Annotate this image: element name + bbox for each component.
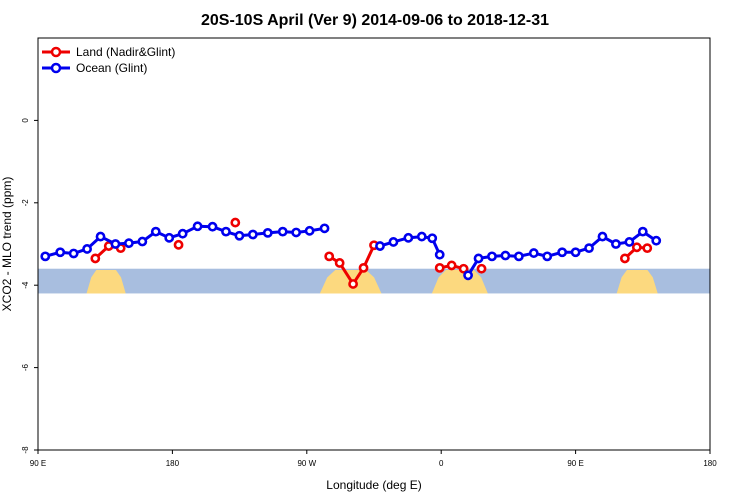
basemap: [38, 268, 710, 294]
data-point-land: [458, 263, 469, 274]
x-tick-label: 180: [703, 459, 717, 468]
data-point-ocean: [137, 236, 148, 247]
data-point-ocean: [55, 247, 66, 258]
data-point-ocean: [164, 232, 175, 243]
data-point-ocean: [95, 231, 106, 242]
map-land-region: [616, 269, 658, 294]
data-point-ocean: [611, 239, 621, 249]
y-tick-label: 0: [21, 118, 30, 123]
chart-title: 20S-10S April (Ver 9) 2014-09-06 to 2018…: [201, 12, 549, 29]
data-point-land: [173, 239, 184, 250]
data-point-ocean: [110, 239, 121, 249]
data-point-land: [348, 279, 358, 289]
data-point-ocean: [40, 251, 51, 262]
y-tick-label: -4: [21, 281, 30, 289]
y-axis-label: XCO2 - MLO trend (ppm): [0, 177, 14, 312]
x-tick-label: 90 E: [567, 459, 583, 468]
data-point-land: [476, 263, 487, 274]
data-point-ocean: [124, 238, 134, 249]
legend-land-marker: [50, 46, 62, 58]
data-point-ocean: [513, 251, 524, 262]
y-tick-label: -6: [21, 363, 30, 371]
map-land-region: [431, 269, 488, 294]
series-layer: [40, 217, 662, 289]
data-point-land: [324, 251, 335, 262]
y-axis: -8 -6 -4 -2 0: [21, 118, 38, 454]
plot-frame: [37, 37, 711, 451]
y-tick-label: -8: [21, 446, 30, 454]
data-point-ocean: [150, 226, 161, 237]
data-point-ocean: [234, 230, 245, 241]
data-point-land: [90, 253, 101, 264]
data-point-ocean: [584, 243, 594, 254]
x-axis: 90 E 180 90 W 0 90 E 180: [30, 450, 717, 468]
data-point-ocean: [528, 248, 539, 258]
map-land-region: [86, 269, 126, 294]
data-point-ocean: [597, 231, 608, 242]
data-point-ocean: [177, 228, 188, 239]
data-point-ocean: [82, 244, 92, 254]
data-point-ocean: [277, 226, 288, 237]
data-point-ocean: [473, 253, 484, 264]
data-point-ocean: [487, 251, 497, 262]
data-point-ocean: [192, 221, 203, 232]
data-point-land: [631, 242, 642, 253]
data-point-land: [230, 217, 241, 228]
data-point-land: [358, 262, 369, 273]
data-point-ocean: [221, 226, 231, 237]
x-tick-label: 0: [439, 459, 444, 468]
data-point-ocean: [375, 241, 385, 251]
data-point-ocean: [427, 233, 438, 244]
data-point-ocean: [637, 226, 648, 237]
x-axis-label: Longitude (deg E): [326, 478, 421, 492]
data-point-ocean: [207, 221, 218, 232]
data-point-ocean: [68, 248, 79, 259]
data-point-ocean: [416, 231, 427, 242]
data-point-land: [446, 260, 457, 271]
data-point-ocean: [557, 247, 568, 258]
data-point-land: [434, 262, 445, 273]
x-tick-label: 90 E: [30, 459, 46, 468]
data-point-land: [642, 243, 653, 254]
x-tick-label: 180: [166, 459, 180, 468]
data-point-ocean: [319, 223, 330, 234]
data-point-ocean: [262, 227, 273, 238]
data-point-ocean: [434, 249, 445, 260]
legend-land-label: Land (Nadir&Glint): [76, 45, 175, 59]
data-point-ocean: [403, 232, 414, 243]
data-point-ocean: [542, 251, 553, 262]
legend: Land (Nadir&Glint) Ocean (Glint): [42, 45, 175, 75]
data-point-land: [334, 258, 345, 268]
y-tick-label: -2: [21, 199, 30, 207]
data-point-ocean: [291, 227, 302, 238]
data-point-land: [619, 253, 630, 264]
x-tick-label: 90 W: [297, 459, 316, 468]
data-point-ocean: [388, 237, 399, 247]
legend-ocean-marker: [50, 62, 62, 74]
data-point-ocean: [651, 235, 662, 246]
data-point-ocean: [247, 229, 258, 240]
data-point-ocean: [304, 225, 315, 236]
legend-ocean-label: Ocean (Glint): [76, 61, 147, 75]
data-point-ocean: [463, 270, 473, 281]
data-point-ocean: [500, 250, 511, 261]
data-point-ocean: [624, 237, 635, 247]
data-point-ocean: [570, 247, 581, 258]
